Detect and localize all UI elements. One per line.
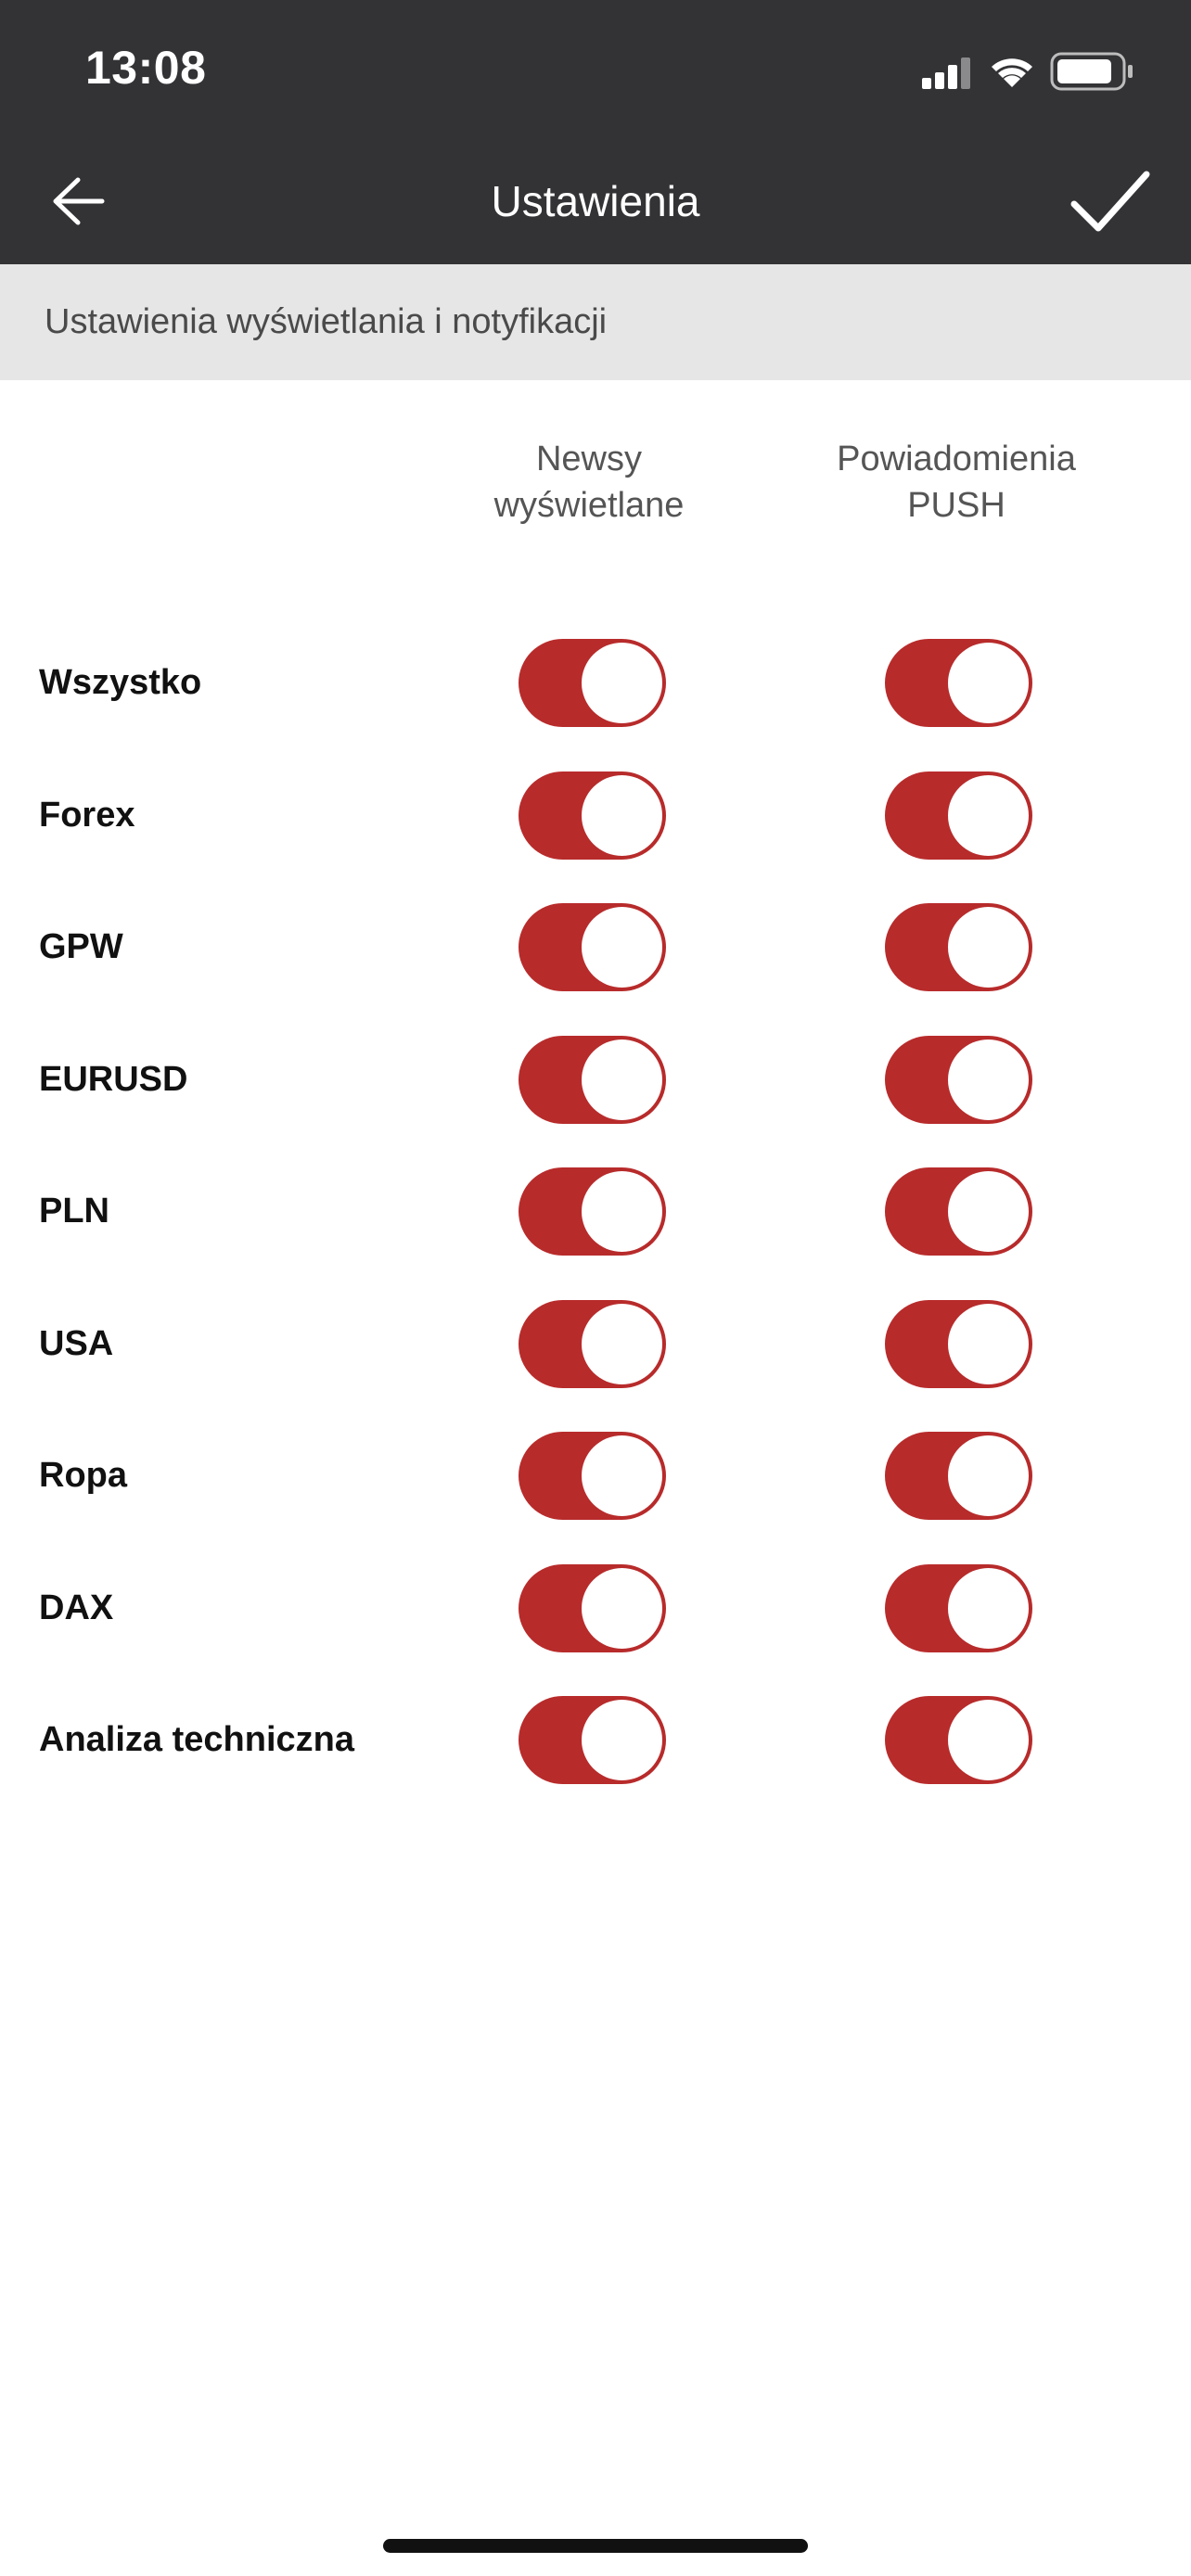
settings-row-analiza-techniczna: Analiza techniczna [0,1674,1191,1806]
home-indicator [383,2539,808,2553]
battery-icon [1050,52,1133,91]
row-label: Ropa [39,1456,127,1495]
row-label: Analiza techniczna [39,1720,354,1759]
toggle-knob [948,643,1029,723]
settings-row-pln: PLN [0,1145,1191,1278]
section-title: Ustawienia wyświetlania i notyfikacji [45,302,608,341]
toggle-knob [948,1700,1029,1780]
row-label: USA [39,1323,114,1363]
status-bar: 13:08 [0,0,1191,139]
toggle-knob [582,643,662,723]
column-header-push: Powiadomienia PUSH [803,436,1109,529]
push-toggle[interactable] [885,1167,1032,1256]
settings-row-gpw: GPW [0,881,1191,1014]
nav-bar: Ustawienia [0,139,1191,264]
push-toggle[interactable] [885,639,1032,727]
news-toggle[interactable] [519,639,666,727]
news-toggle[interactable] [519,1563,666,1652]
news-toggle[interactable] [519,771,666,860]
toggle-knob [582,1700,662,1780]
column-header-news-line1: Newsy [535,440,643,478]
toggle-knob [582,1567,662,1649]
toggle-knob [948,774,1029,856]
toggle-knob [948,1435,1029,1516]
news-toggle[interactable] [519,1696,666,1784]
push-toggle[interactable] [885,1696,1032,1784]
toggle-knob [582,1303,662,1384]
settings-row-usa: USA [0,1278,1191,1410]
column-header-news-line2: wyświetlane [493,486,685,525]
push-toggle[interactable] [885,1035,1032,1124]
settings-row-forex: Forex [0,749,1191,882]
checkmark-icon[interactable] [1069,165,1152,239]
news-toggle[interactable] [519,903,666,991]
push-toggle[interactable] [885,1563,1032,1652]
row-label: Forex [39,795,135,835]
arrow-left-icon[interactable] [48,174,108,228]
column-header-push-line1: Powiadomienia [837,440,1076,478]
column-header-push-line2: PUSH [907,486,1005,525]
push-toggle[interactable] [885,903,1032,991]
toggle-knob [582,907,662,988]
row-label: DAX [39,1588,114,1627]
push-toggle[interactable] [885,1299,1032,1388]
toggle-knob [948,1171,1029,1252]
row-label: PLN [39,1192,109,1231]
row-label: EURUSD [39,1059,188,1099]
news-toggle[interactable] [519,1299,666,1388]
wifi-icon [992,58,1032,87]
settings-list: Wszystko Forex GPW EURUSD PLN USA Ropa D… [0,617,1191,1806]
settings-row-eurusd: EURUSD [0,1014,1191,1146]
news-toggle[interactable] [519,1167,666,1256]
column-header-news: Newsy wyświetlane [436,436,742,529]
signal-icon [922,57,970,89]
push-toggle[interactable] [885,771,1032,860]
row-label: Wszystko [39,663,202,702]
toggle-knob [948,1039,1029,1120]
settings-row-wszystko: Wszystko [0,617,1191,749]
settings-row-ropa: Ropa [0,1409,1191,1542]
toggle-knob [582,1435,662,1516]
news-toggle[interactable] [519,1035,666,1124]
toggle-knob [582,774,662,856]
settings-row-dax: DAX [0,1542,1191,1675]
toggle-knob [948,907,1029,988]
push-toggle[interactable] [885,1432,1032,1520]
toggle-knob [948,1567,1029,1649]
toggle-knob [582,1039,662,1120]
row-label: GPW [39,927,123,966]
page-title: Ustawienia [491,177,700,225]
section-header: Ustawienia wyświetlania i notyfikacji [0,264,1191,380]
status-icons [922,52,1133,91]
status-time: 13:08 [85,42,207,94]
toggle-knob [948,1303,1029,1384]
toggle-knob [582,1171,662,1252]
news-toggle[interactable] [519,1432,666,1520]
